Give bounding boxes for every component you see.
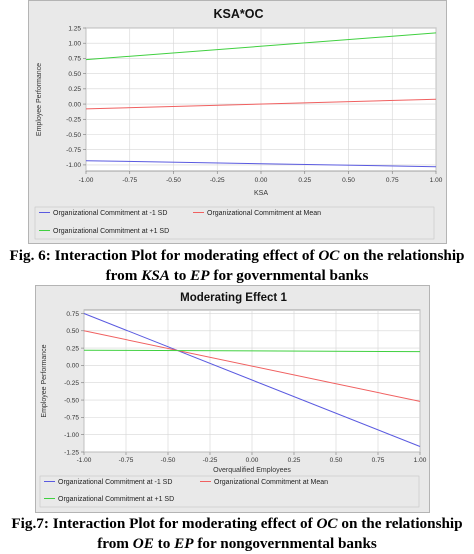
caption-1-text-e: KSA — [141, 267, 170, 284]
series-line-1 — [85, 160, 437, 168]
x-axis-label: Overqualified Employees — [213, 467, 291, 474]
caption-2-line-2: from OE to EP for nongovernmental banks — [0, 534, 474, 554]
y-tick-label: 0.50 — [66, 328, 79, 335]
y-tick-label: -1.25 — [64, 449, 79, 456]
legend-label: Organizational Commitment at Mean — [207, 210, 321, 217]
x-tick-label: 0.75 — [386, 177, 399, 184]
chart-svg-2: Moderating Effect 1 -1.00 -0.75 -0.50 -0.25 0… — [39, 292, 427, 508]
x-tick-label: 0.50 — [342, 177, 355, 184]
y-tick-label: -0.25 — [64, 380, 79, 387]
y-tick-label: 0.75 — [66, 311, 79, 318]
legend-label: Organizational Commitment at -1 SD — [53, 210, 167, 217]
x-tick-label: 0.00 — [246, 457, 259, 464]
y-tick-label: 0.25 — [66, 345, 79, 352]
y-axis-label: Employee Performance — [41, 344, 48, 417]
x-tick-label: 1.00 — [414, 457, 427, 464]
caption-1-text-f: to — [169, 267, 191, 284]
chart-title: KSA*OC — [213, 7, 263, 21]
caption-2-text-f: to — [153, 535, 175, 552]
x-tick-label: -0.25 — [203, 457, 218, 464]
series-line-2 — [83, 330, 421, 402]
x-tick-label: -1.00 — [79, 177, 94, 184]
x-tick-label: -0.75 — [119, 457, 134, 464]
caption-1-text-d: from — [105, 267, 142, 284]
caption-1-text-b: OC — [318, 247, 340, 264]
x-tick-label: 0.00 — [255, 177, 268, 184]
caption-2-text-d: from — [97, 535, 133, 552]
caption-2-text-b: OC — [316, 515, 338, 532]
y-tick-label: -0.75 — [64, 415, 79, 422]
caption-2-text-c: on the relationship — [337, 515, 463, 532]
legend-box — [34, 206, 435, 240]
y-tick-label: 0.00 — [66, 363, 79, 370]
x-tick-label: -0.50 — [161, 457, 176, 464]
y-tick-label: 0.25 — [68, 86, 81, 93]
legend-box — [39, 475, 420, 508]
caption-1-text-g: EP — [190, 267, 210, 284]
caption-2-text-a: Fig.7: Interaction Plot for moderating e… — [11, 515, 317, 532]
legend-label: Organizational Commitment at +1 SD — [58, 496, 174, 503]
y-tick-label: -1.00 — [66, 162, 81, 169]
chart-panel-2: Moderating Effect 1 -1.00 -0.75 -0.50 -0.25 0… — [35, 285, 430, 513]
x-tick-label: 0.25 — [298, 177, 311, 184]
caption-1-text-a: Fig. 6: Interaction Plot for moderating … — [9, 247, 319, 264]
y-tick-label: 1.25 — [68, 25, 81, 32]
x-tick-label: 1.00 — [430, 177, 443, 184]
x-axis-label: KSA — [254, 190, 268, 197]
x-tick-label: -0.25 — [210, 177, 225, 184]
chart-title: Moderating Effect 1 — [180, 292, 287, 304]
caption-1-line-1: Fig. 6: Interaction Plot for moderating … — [0, 246, 474, 266]
x-tick-label: -0.50 — [166, 177, 181, 184]
y-tick-label: 1.00 — [68, 41, 81, 48]
caption-2-text-e: OE — [132, 535, 154, 552]
series-line-3 — [83, 349, 421, 353]
caption-1-line-2: from KSA to EP for governmental banks — [0, 266, 474, 286]
y-tick-label: -1.00 — [64, 432, 79, 439]
y-tick-label: -0.50 — [66, 132, 81, 139]
caption-1-text-h: for governmental banks — [209, 267, 369, 284]
series-line-2 — [85, 98, 437, 110]
series-line-3 — [85, 32, 437, 61]
caption-2-text-g: EP — [174, 535, 194, 552]
y-axis-label: Employee Performance — [36, 63, 43, 136]
legend-label: Organizational Commitment at -1 SD — [58, 479, 172, 486]
legend-label: Organizational Commitment at Mean — [214, 479, 328, 486]
caption-2-text-h: for nongovernmental banks — [193, 535, 377, 552]
x-tick-label: -1.00 — [77, 457, 92, 464]
figure-caption-1: Fig. 6: Interaction Plot for moderating … — [0, 246, 474, 286]
y-tick-label: 0.75 — [68, 56, 81, 63]
x-tick-label: 0.25 — [288, 457, 301, 464]
y-tick-label: 0.50 — [68, 71, 81, 78]
figure-caption-2: Fig.7: Interaction Plot for moderating e… — [0, 514, 474, 554]
y-tick-label: -0.25 — [66, 117, 81, 124]
chart-panel-1: KSA*OC -1.00 -0.75 -0.50 -0.25 0.00 0.25 0.50 0.… — [28, 0, 447, 244]
legend-label: Organizational Commitment at +1 SD — [53, 228, 169, 235]
x-tick-label: 0.50 — [330, 457, 343, 464]
series-line-1 — [83, 313, 421, 447]
y-tick-label: 0.00 — [68, 101, 81, 108]
caption-2-line-1: Fig.7: Interaction Plot for moderating e… — [0, 514, 474, 534]
x-tick-label: -0.75 — [122, 177, 137, 184]
caption-1-text-c: on the relationship — [339, 247, 465, 264]
y-tick-label: -0.75 — [66, 147, 81, 154]
y-tick-label: -0.50 — [64, 397, 79, 404]
chart-svg-1: KSA*OC -1.00 -0.75 -0.50 -0.25 0.00 0.25 0.50 0.… — [34, 7, 443, 240]
x-tick-label: 0.75 — [372, 457, 385, 464]
